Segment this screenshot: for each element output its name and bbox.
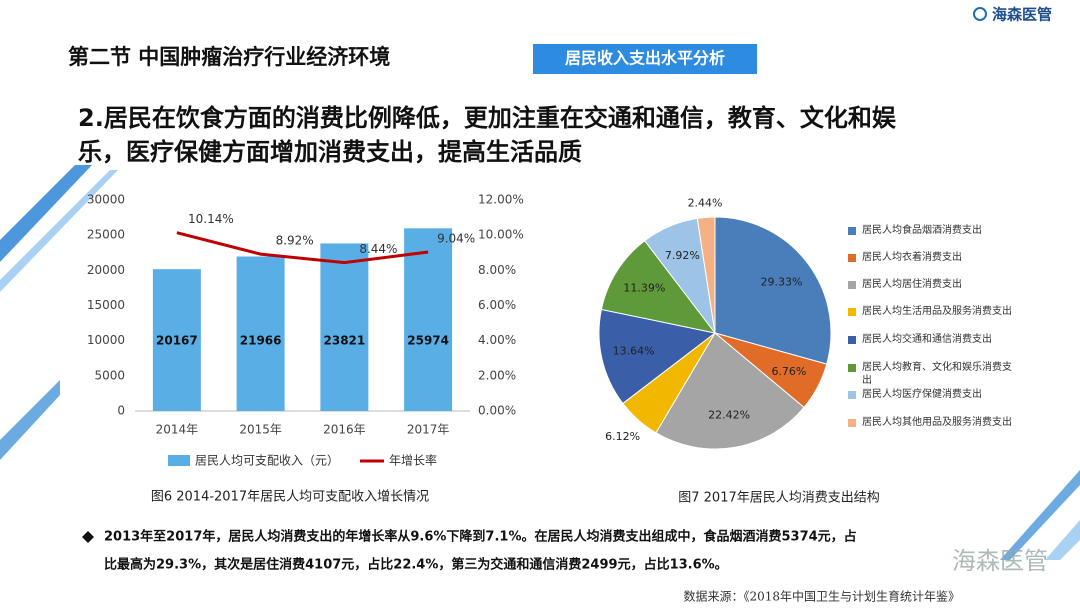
data-label: 7.92%: [665, 249, 700, 262]
data-label: 9.04%: [437, 232, 475, 246]
legend-swatch: [848, 227, 856, 235]
y2-tick-label: 6.00%: [478, 298, 516, 312]
bullet: [82, 531, 94, 543]
y2-tick-label: 8.00%: [478, 263, 516, 277]
y-tick-label: 20000: [87, 263, 125, 277]
bar: [404, 228, 453, 411]
legend-swatch: [848, 391, 856, 399]
legend-label: 年增长率: [389, 453, 437, 468]
y-tick-label: 25000: [87, 228, 125, 242]
legend-swatch: [848, 308, 856, 316]
legend-swatch: [848, 254, 856, 262]
logo: 海森医管: [992, 6, 1052, 24]
data-label: 29.33%: [761, 275, 803, 288]
x-tick-label: 2016年: [323, 423, 366, 437]
legend-swatch: [848, 419, 856, 427]
y2-tick-label: 4.00%: [478, 333, 516, 347]
pie-slice: [598, 308, 717, 405]
data-label: 13.64%: [613, 345, 655, 358]
summary: 2013年至2017年，居民人均消费支出的年增长率从9.6%下降到7.1%。在居…: [104, 529, 857, 545]
legend-label: 居民人均居住消费支出: [862, 279, 962, 290]
pie-slice: [714, 216, 832, 365]
legend-label: 居民人均衣着消费支出: [862, 252, 962, 263]
x-tick-label: 2017年: [407, 423, 450, 437]
pie-slice: [600, 240, 717, 334]
y-tick-label: 0: [117, 404, 125, 418]
x-tick-label: 2015年: [239, 423, 282, 437]
decor: [0, 170, 118, 292]
decor: [0, 165, 92, 262]
y2-tick-label: 12.00%: [478, 193, 524, 207]
legend-label: 居民人均医疗保健消费支出: [862, 389, 982, 400]
legend-label: 居民人均其他用品及服务消费支出: [862, 417, 1012, 428]
data-label: 23821: [324, 334, 366, 348]
y2-tick-label: 2.00%: [478, 368, 516, 382]
headline: 2.居民在饮食方面的消费比例降低，更加注重在交通和通信，教育、文化和娱: [78, 104, 897, 132]
x-tick-label: 2014年: [156, 423, 199, 437]
data-label: 2.44%: [688, 196, 723, 209]
legend-label: 居民人均生活用品及服务消费支出: [862, 306, 1012, 317]
decor: [1000, 470, 1080, 560]
data-label: 22.42%: [708, 408, 750, 421]
legend-label: 居民人均教育、文化和娱乐消费支出: [862, 362, 1012, 386]
logo-icon: [973, 7, 987, 21]
chart-title: 图6 2014-2017年居民人均可支配收入增长情况: [151, 490, 429, 505]
y-tick-label: 15000: [87, 298, 125, 312]
bar: [152, 269, 201, 411]
data-label: 20167: [156, 334, 198, 348]
pie-slice: [696, 216, 716, 334]
y2-tick-label: 0.00%: [478, 404, 516, 418]
legend-label: 居民人均交通和通信消费支出: [862, 334, 992, 345]
header-title: 第二节 中国肿瘤治疗行业经济环境: [68, 45, 390, 69]
data-label: 6.12%: [605, 430, 640, 443]
data-label: 10.14%: [188, 212, 234, 226]
watermark: 海森医管: [952, 547, 1048, 575]
bar: [320, 243, 369, 411]
legend-swatch: [848, 364, 856, 372]
bar: [236, 256, 285, 411]
data-label: 25974: [407, 334, 449, 348]
legend-label: 居民人均食品烟酒消费支出: [862, 225, 982, 236]
section-tag: 居民收入支出水平分析: [565, 49, 725, 68]
y-tick-label: 10000: [87, 333, 125, 347]
headline: 乐，医疗保健方面增加消费支出，提高生活品质: [78, 138, 582, 166]
decor: [1045, 520, 1080, 560]
line: [176, 231, 429, 265]
source: 数据来源：《2018年中国卫生与计划生育统计年鉴》: [683, 589, 960, 604]
data-label: 8.44%: [359, 242, 397, 256]
data-label: 6.76%: [771, 365, 806, 378]
section-tag-bg: [533, 44, 757, 74]
data-label: 8.92%: [276, 234, 314, 248]
summary: 比最高为29.3%，其次是居住消费4107元，占比22.4%，第三为交通和通信消…: [104, 557, 728, 573]
pie-slice: [655, 332, 805, 450]
data-label: 11.39%: [623, 281, 665, 294]
y2-tick-label: 10.00%: [478, 228, 524, 242]
legend-swatch: [848, 281, 856, 289]
legend-swatch: [168, 455, 190, 466]
data-label: 21966: [240, 334, 282, 348]
decor: [0, 380, 60, 460]
chart-title: 图7 2017年居民人均消费支出结构: [678, 491, 880, 506]
legend-label: 居民人均可支配收入（元）: [195, 454, 339, 468]
legend-swatch: [848, 336, 856, 344]
y-tick-label: 30000: [87, 193, 125, 207]
y-tick-label: 5000: [94, 368, 125, 382]
